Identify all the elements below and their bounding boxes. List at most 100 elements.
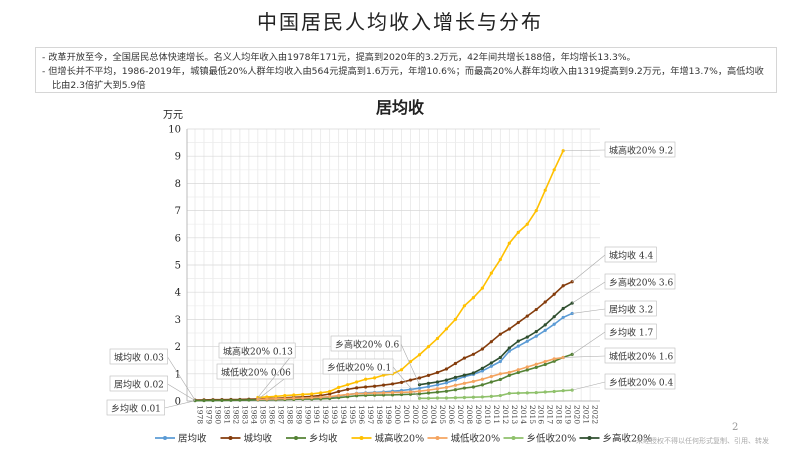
x-tick-label: 2015 (528, 405, 537, 424)
data-point (453, 388, 458, 392)
annotation-label: 乡高收20% 0.6 (335, 339, 399, 351)
data-point (310, 396, 314, 400)
data-point (516, 320, 520, 325)
y-tick-label: 5 (175, 261, 181, 272)
data-point (516, 344, 520, 348)
data-point (552, 168, 556, 172)
data-point (471, 296, 475, 300)
footer-disclaimer: 未经授权不得以任何形式复制、引用、转发 (636, 437, 769, 445)
data-point (480, 286, 484, 290)
annotation-leader (563, 149, 606, 152)
x-tick-label: 2016 (537, 405, 546, 424)
annotation-leader (571, 331, 606, 355)
series-line-6 (419, 302, 573, 386)
x-tick-label: 1981 (222, 405, 231, 424)
data-point (355, 380, 359, 384)
data-point (498, 372, 502, 376)
data-point (498, 355, 502, 360)
data-point (381, 373, 386, 377)
annotation-label: 城均收 4.4 (609, 250, 653, 262)
annotation-box (109, 375, 168, 392)
data-point (480, 347, 484, 351)
annotation-label: 居均收 3.2 (609, 304, 653, 316)
data-point (516, 391, 520, 395)
data-point (274, 394, 278, 398)
data-point (444, 385, 449, 389)
data-point (346, 392, 350, 397)
annotation-leader (572, 308, 606, 314)
annotation-box (218, 342, 296, 359)
data-point (328, 392, 332, 396)
legend-marker (435, 436, 440, 440)
annotation-box (604, 300, 657, 317)
data-point (435, 396, 440, 400)
data-point (543, 328, 547, 332)
x-tick-label: 2014 (519, 405, 528, 424)
data-point (381, 391, 386, 395)
data-point (408, 359, 413, 364)
data-point (444, 396, 449, 400)
data-point (435, 383, 440, 387)
data-point (534, 209, 538, 213)
data-point (489, 361, 493, 365)
data-point (435, 380, 440, 384)
x-tick-label: 2013 (510, 405, 519, 424)
annotation-leader (167, 383, 196, 401)
annotation-leader (164, 400, 196, 409)
data-point (516, 370, 520, 375)
x-tick-label: 2011 (492, 405, 501, 424)
x-tick-label: 2020 (573, 405, 582, 424)
annotation-label: 乡均收 0.01 (111, 403, 161, 415)
annotation-leader (392, 366, 420, 399)
annotation-label: 居均收 0.02 (114, 379, 164, 391)
data-point (525, 391, 529, 395)
data-point (435, 336, 440, 341)
x-tick-label: 1993 (330, 405, 339, 424)
data-point (453, 361, 458, 366)
data-point (355, 386, 359, 390)
x-tick-label: 1994 (339, 405, 348, 424)
data-point (453, 375, 458, 379)
data-point (480, 395, 484, 399)
data-point (453, 378, 458, 382)
data-point (543, 362, 547, 367)
note-line: - 但增长并不平均，1986-2019年，城镇最低20%人群年均收入由564元提… (42, 66, 764, 91)
data-point (516, 368, 520, 372)
data-point (444, 389, 449, 393)
data-point (444, 381, 449, 385)
annotation-label: 城高收20% 0.13 (223, 346, 293, 358)
annotation-leader (257, 350, 296, 398)
data-point (355, 392, 359, 396)
x-tick-label: 2005 (438, 405, 447, 424)
data-point (489, 340, 493, 344)
data-point (552, 357, 556, 361)
data-point (444, 367, 449, 371)
data-point (399, 390, 404, 394)
x-tick-label: 1997 (366, 405, 375, 424)
data-point (471, 395, 475, 399)
x-tick-label: 2000 (393, 405, 402, 424)
y-tick-label: 1 (175, 369, 181, 380)
data-point (373, 391, 377, 395)
annotation-box (604, 323, 657, 340)
data-point (561, 284, 565, 288)
note-line: - 改革开放至今，全国居民总体快速增长。名义人均年收入由1978年171元，提高… (42, 52, 636, 63)
x-tick-label: 1982 (231, 405, 240, 424)
x-tick-label: 2003 (420, 405, 429, 424)
data-point (489, 271, 493, 275)
data-point (561, 315, 565, 320)
data-point (426, 396, 431, 400)
x-tick-label: 1978 (196, 405, 205, 424)
x-tick-label: 1983 (240, 405, 249, 424)
data-point (507, 370, 511, 375)
data-point (462, 395, 466, 400)
data-point (471, 371, 475, 375)
data-point (328, 389, 332, 394)
data-point (480, 383, 484, 387)
data-point (346, 383, 350, 387)
y-axis-label: 万元 (163, 110, 183, 121)
annotation-label: 城低收20% 0.06 (221, 367, 291, 379)
x-tick-label: 1990 (303, 405, 312, 424)
data-point (507, 346, 511, 350)
y-tick-label: 7 (175, 206, 181, 217)
